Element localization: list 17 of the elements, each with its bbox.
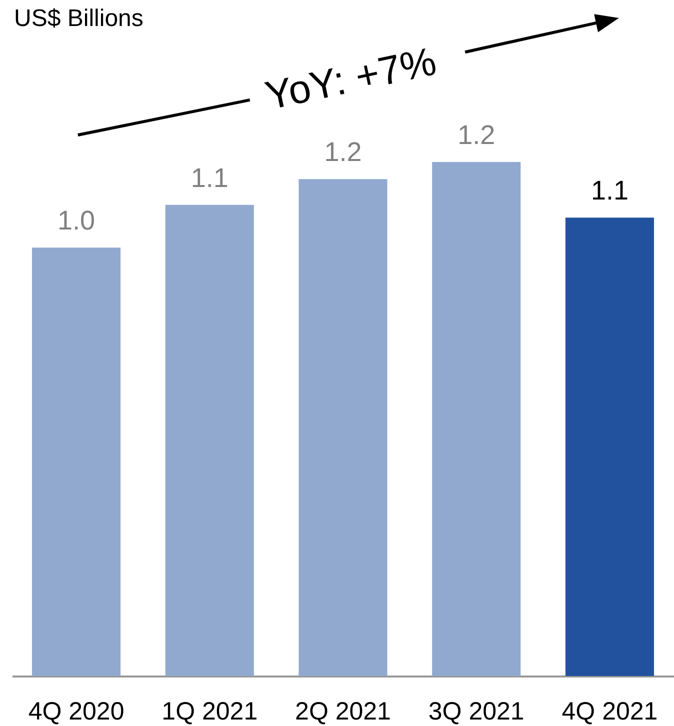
x-tick-label: 2Q 2021 [295, 698, 391, 726]
x-tick-label: 1Q 2021 [162, 698, 258, 726]
bar [32, 248, 121, 676]
bar [432, 162, 521, 676]
data-label: 1.2 [324, 137, 362, 168]
data-label: 1.1 [590, 176, 628, 206]
chart-title: US$ Billions [14, 5, 144, 32]
text: YoY: +7% [262, 40, 440, 119]
x-tick-label: 4Q 2020 [28, 698, 124, 726]
data-label: 1.0 [58, 206, 96, 236]
bar [298, 179, 388, 676]
bar [165, 204, 254, 676]
data-label: 1.2 [458, 120, 496, 150]
x-tick-label: 3Q 2021 [428, 698, 524, 726]
data-label: 1.1 [190, 162, 228, 193]
bar [565, 218, 654, 676]
x-tick-label: 4Q 2021 [562, 698, 658, 726]
